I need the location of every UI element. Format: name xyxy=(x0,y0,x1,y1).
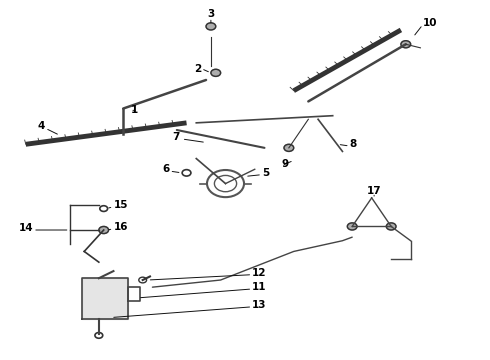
Text: 10: 10 xyxy=(423,18,438,28)
Circle shape xyxy=(99,226,109,234)
Circle shape xyxy=(401,41,411,48)
Text: 9: 9 xyxy=(282,159,289,169)
Text: 8: 8 xyxy=(350,139,357,149)
Circle shape xyxy=(284,144,294,152)
Text: 16: 16 xyxy=(114,222,128,232)
Text: 7: 7 xyxy=(172,132,179,142)
Circle shape xyxy=(211,69,220,76)
Text: 4: 4 xyxy=(38,121,45,131)
Circle shape xyxy=(206,23,216,30)
Text: 2: 2 xyxy=(194,64,201,73)
Polygon shape xyxy=(82,278,128,319)
Circle shape xyxy=(386,223,396,230)
Text: 14: 14 xyxy=(19,223,33,233)
Text: 11: 11 xyxy=(252,282,267,292)
Text: 6: 6 xyxy=(162,164,170,174)
Text: 17: 17 xyxy=(367,186,381,196)
Text: 12: 12 xyxy=(252,268,267,278)
Text: 13: 13 xyxy=(252,300,267,310)
Text: 3: 3 xyxy=(207,9,215,19)
Text: 5: 5 xyxy=(262,168,270,178)
Text: 15: 15 xyxy=(114,200,128,210)
Text: 1: 1 xyxy=(130,105,138,115)
Circle shape xyxy=(347,223,357,230)
